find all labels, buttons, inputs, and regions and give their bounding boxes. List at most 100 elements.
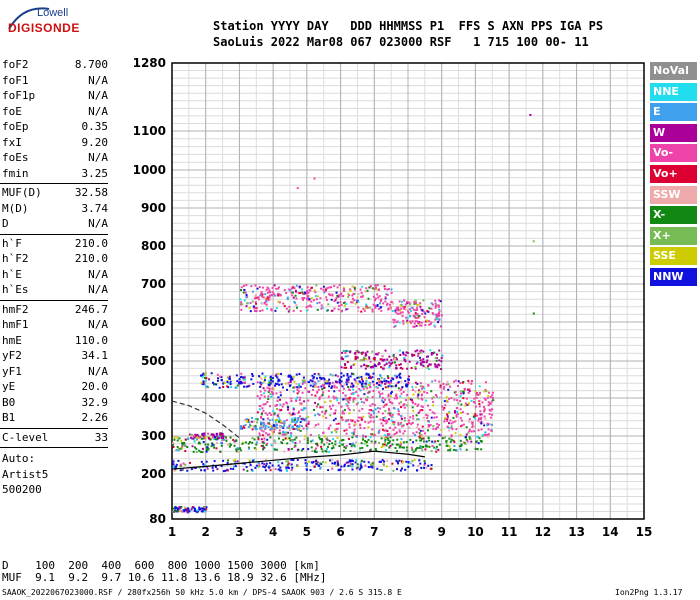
echo-point: [336, 399, 339, 402]
echo-point: [235, 374, 238, 377]
echo-point: [286, 388, 289, 391]
echo-point: [278, 408, 281, 411]
param-row: hmF1 N/A: [2, 318, 108, 331]
echo-point: [248, 441, 251, 444]
echo-point: [446, 415, 449, 418]
echo-point: [351, 468, 354, 471]
echo-point: [380, 366, 383, 369]
echo-point: [365, 440, 368, 443]
param-name: h`F2: [2, 252, 29, 265]
echo-point: [427, 310, 430, 313]
echo-point: [249, 310, 252, 313]
echo-point: [437, 305, 440, 308]
echo-point: [399, 309, 402, 312]
echo-point: [443, 407, 446, 410]
echo-point: [358, 468, 361, 471]
echo-point: [187, 437, 190, 440]
echo-point: [434, 299, 437, 302]
echo-point: [357, 306, 360, 309]
echo-point: [241, 303, 244, 306]
x-tick-label: 5: [303, 525, 311, 539]
echo-point: [260, 423, 263, 426]
echo-point: [248, 384, 251, 387]
echo-point: [249, 301, 252, 304]
echo-point: [285, 433, 288, 436]
echo-point: [296, 418, 299, 421]
echo-point: [263, 403, 266, 406]
echo-point: [327, 426, 330, 429]
echo-point: [308, 299, 311, 302]
echo-point: [202, 506, 205, 509]
echo-point: [333, 307, 336, 310]
echo-point: [336, 294, 339, 297]
echo-point: [262, 418, 265, 421]
echo-point: [273, 294, 276, 297]
echo-point: [483, 410, 486, 413]
echo-point: [426, 404, 429, 407]
echo-point: [303, 379, 306, 382]
echo-point: [448, 437, 451, 440]
echo-point: [290, 447, 293, 450]
echo-point: [444, 404, 447, 407]
echo-point: [296, 448, 299, 451]
echo-point: [327, 389, 330, 392]
echo-point: [299, 310, 302, 313]
param-value: 34.1: [81, 349, 109, 362]
echo-point: [460, 392, 463, 395]
echo-point: [403, 417, 406, 420]
echo-point: [429, 363, 432, 366]
echo-point: [397, 387, 400, 390]
echo-point: [373, 412, 376, 415]
echo-point: [325, 298, 328, 301]
echo-point: [393, 319, 396, 322]
echo-point: [315, 284, 318, 287]
echo-point: [356, 299, 359, 302]
param-name: h`Es: [2, 283, 29, 296]
echo-point: [337, 463, 340, 466]
echo-point: [266, 438, 269, 441]
echo-point: [392, 321, 395, 324]
echo-point: [337, 308, 340, 311]
echo-point: [428, 320, 431, 323]
y-tick-label: 1280: [133, 56, 166, 70]
echo-point: [263, 437, 266, 440]
echo-point: [342, 349, 345, 352]
echo-point: [418, 459, 421, 462]
echo-point: [430, 416, 433, 419]
echo-point: [375, 365, 378, 368]
echo-point: [326, 309, 329, 312]
plot-frame: [171, 62, 645, 520]
echo-point: [390, 419, 393, 422]
echo-point: [246, 469, 249, 472]
echo-point: [342, 412, 345, 415]
echo-point: [229, 436, 232, 439]
echo-point: [175, 509, 178, 512]
echo-point: [260, 302, 263, 305]
echo-point: [274, 382, 277, 385]
echo-point: [345, 366, 348, 369]
echo-point: [254, 295, 257, 298]
echo-point: [418, 434, 421, 437]
echo-point: [398, 402, 401, 405]
echo-point: [388, 364, 391, 367]
echo-point: [434, 365, 437, 368]
echo-point: [303, 400, 306, 403]
echo-point: [344, 351, 347, 354]
echo-point: [487, 395, 490, 398]
echo-point: [416, 446, 419, 449]
echo-point: [417, 411, 420, 414]
echo-point: [399, 363, 402, 366]
echo-point: [384, 440, 387, 443]
echo-point: [330, 309, 333, 312]
echo-point: [450, 434, 453, 437]
echo-point: [374, 440, 377, 443]
echo-point: [331, 381, 334, 384]
echo-point: [387, 438, 390, 441]
echo-point: [304, 459, 307, 462]
echo-point: [316, 444, 319, 447]
echo-point: [414, 309, 417, 312]
x-tick-label: 4: [269, 525, 277, 539]
echo-point: [467, 379, 470, 382]
echo-point: [331, 293, 334, 296]
echo-point: [462, 441, 465, 444]
